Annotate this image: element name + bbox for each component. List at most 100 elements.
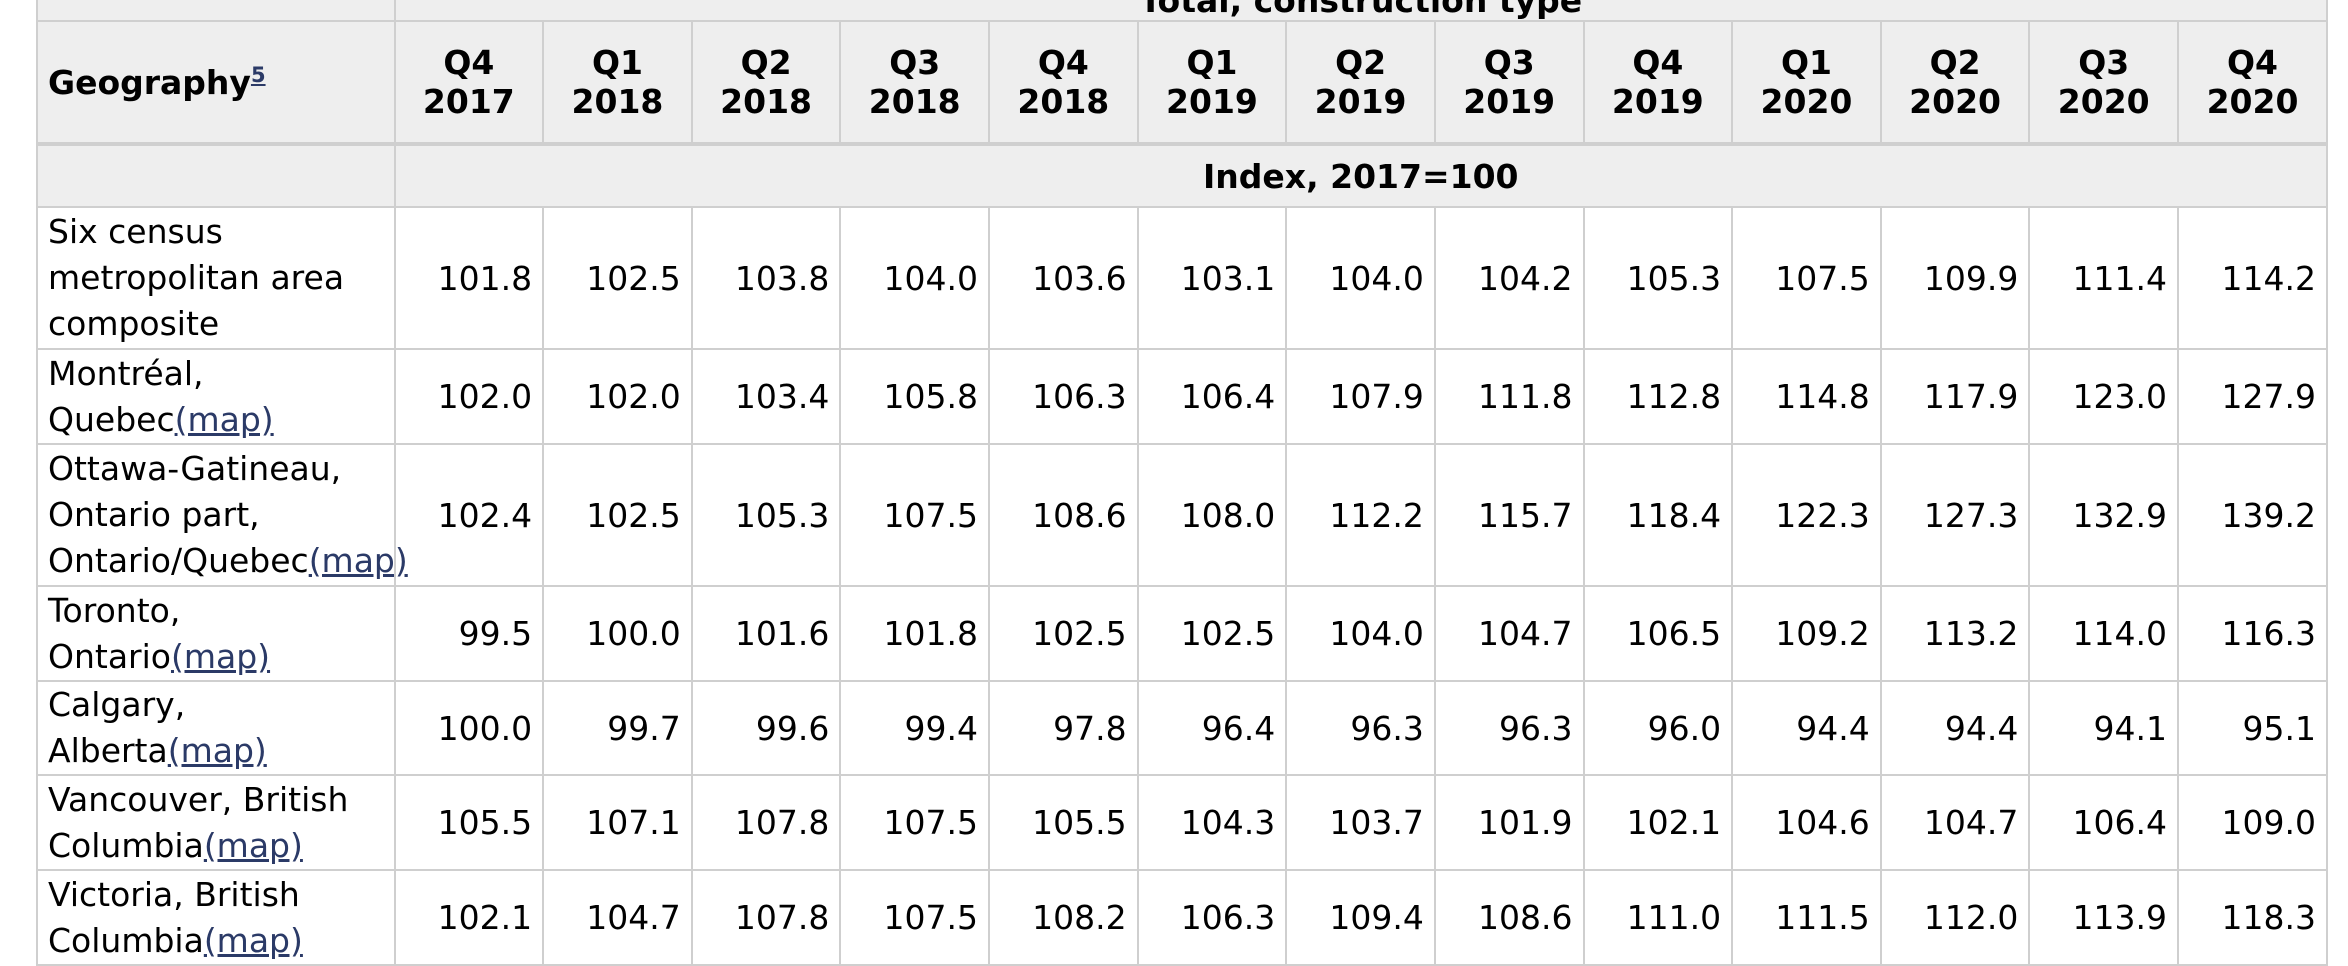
index-value-cell: 105.8: [839, 348, 991, 445]
index-value-cell: 103.4: [690, 348, 842, 445]
index-value-cell: 108.0: [1136, 443, 1288, 587]
index-value-cell: 104.7: [542, 869, 693, 966]
map-link[interactable]: (map): [203, 825, 303, 865]
quarter-header: Q2 2018: [690, 20, 842, 146]
index-value-cell: 111.4: [2028, 206, 2180, 350]
map-link[interactable]: (map): [203, 920, 303, 960]
geography-name: Montréal, Quebec: [48, 353, 204, 439]
group-header-row: Total, construction type: [36, 0, 2329, 22]
index-value-cell: 139.2: [2177, 443, 2328, 587]
index-value-cell: 105.3: [690, 443, 842, 587]
index-value-cell: 99.4: [839, 680, 991, 776]
index-value-cell: 127.3: [1879, 443, 2031, 587]
index-value-cell: 108.6: [1433, 869, 1585, 966]
index-value-cell: 115.7: [1433, 443, 1585, 587]
geography-cell: Ottawa-Gatineau, Ontario part, Ontario/Q…: [36, 443, 408, 587]
unit-row-blank: [36, 143, 396, 208]
index-value-cell: 96.3: [1433, 680, 1585, 776]
index-value-cell: 113.2: [1879, 585, 2031, 682]
index-value-cell: 107.9: [1285, 348, 1436, 445]
index-value-cell: 103.7: [1285, 774, 1436, 871]
table-row: Ottawa-Gatineau, Ontario part, Ontario/Q…: [36, 443, 2328, 587]
quarter-header: Q3 2019: [1433, 20, 1585, 146]
index-value-cell: 109.9: [1879, 206, 2031, 350]
footnote-link[interactable]: 5: [250, 62, 266, 87]
quarter-header: Q4 2020: [2177, 20, 2328, 146]
index-value-cell: 94.4: [1879, 680, 2031, 776]
quarter-header: Q3 2020: [2028, 20, 2180, 146]
table-row: Calgary, Alberta(map) 100.0 99.7 99.6 99.4 97…: [36, 680, 2328, 776]
index-value-cell: 99.5: [393, 585, 545, 682]
index-value-cell: 132.9: [2028, 443, 2180, 587]
index-value-cell: 111.0: [1582, 869, 1734, 966]
map-link[interactable]: (map): [170, 636, 271, 676]
index-value-cell: 108.6: [988, 443, 1139, 587]
index-value-cell: 112.8: [1582, 348, 1734, 445]
index-value-cell: 104.0: [1285, 585, 1436, 682]
index-value-cell: 112.2: [1285, 443, 1436, 587]
quarter-header: Q2 2020: [1879, 20, 2031, 146]
table-row: Six census metropolitan area composite 10…: [36, 206, 2328, 350]
index-value-cell: 99.7: [542, 680, 693, 776]
table-row: Toronto, Ontario(map) 99.5 100.0 101.6 101.8…: [36, 585, 2328, 682]
geography-header-label: Geography: [48, 62, 251, 102]
index-value-cell: 113.9: [2028, 869, 2180, 966]
index-value-cell: 105.3: [1582, 206, 1734, 350]
index-value-cell: 102.0: [542, 348, 693, 445]
index-value-cell: 104.7: [1433, 585, 1585, 682]
construction-type-header: Total, construction type: [393, 0, 2329, 22]
quarter-header: Q4 2019: [1582, 20, 1734, 146]
index-value-cell: 103.1: [1136, 206, 1288, 350]
footnote-marker: 5: [251, 63, 266, 87]
geography-header: Geography5: [36, 20, 396, 146]
index-value-cell: 111.5: [1731, 869, 1882, 966]
index-value-cell: 118.4: [1582, 443, 1734, 587]
quarter-header: Q3 2018: [839, 20, 991, 146]
map-link[interactable]: (map): [308, 541, 408, 580]
index-value-cell: 106.4: [2028, 774, 2180, 871]
geography-name: Vancouver, British Columbia: [48, 779, 349, 865]
index-value-cell: 104.2: [1433, 206, 1585, 350]
index-value-cell: 102.1: [393, 869, 545, 966]
index-value-cell: 107.5: [1731, 206, 1882, 350]
price-index-table: Total, construction type Geography5 Q4 2…: [36, 0, 2329, 966]
quarter-header: Q1 2019: [1136, 20, 1288, 146]
map-link[interactable]: (map): [167, 731, 267, 770]
quarter-header: Q2 2019: [1285, 20, 1436, 146]
index-value-cell: 102.4: [393, 443, 545, 587]
quarter-header: Q1 2020: [1731, 20, 1882, 146]
table-body: Six census metropolitan area composite 10…: [36, 206, 2328, 966]
index-value-cell: 95.1: [2177, 680, 2328, 776]
index-value-cell: 108.2: [988, 869, 1139, 966]
index-value-cell: 104.0: [1285, 206, 1436, 350]
index-value-cell: 106.5: [1582, 585, 1734, 682]
quarter-header: Q4 2018: [988, 20, 1139, 146]
table-row: Victoria, British Columbia(map) 102.1 104.…: [36, 869, 2328, 966]
index-value-cell: 112.0: [1879, 869, 2031, 966]
index-value-cell: 123.0: [2028, 348, 2180, 445]
quarter-header-row: Geography5 Q4 2017 Q1 2018 Q2 2018 Q3 2018 Q…: [36, 20, 2328, 146]
index-value-cell: 118.3: [2177, 869, 2328, 966]
map-link[interactable]: (map): [174, 399, 274, 439]
index-value-cell: 103.6: [988, 206, 1139, 350]
index-value-cell: 101.8: [393, 206, 545, 350]
unit-row: Index, 2017=100: [36, 143, 2329, 208]
index-value-cell: 97.8: [988, 680, 1139, 776]
index-value-cell: 104.0: [839, 206, 991, 350]
index-value-cell: 117.9: [1879, 348, 2031, 445]
group-header-blank: [36, 0, 396, 22]
index-value-cell: 127.9: [2177, 348, 2328, 445]
index-value-cell: 96.4: [1136, 680, 1288, 776]
index-value-cell: 96.3: [1285, 680, 1436, 776]
index-value-cell: 107.8: [690, 869, 842, 966]
index-value-cell: 94.1: [2028, 680, 2180, 776]
index-value-cell: 107.5: [839, 443, 991, 587]
index-value-cell: 102.5: [542, 443, 693, 587]
index-value-cell: 114.2: [2177, 206, 2328, 350]
index-value-cell: 116.3: [2177, 585, 2328, 682]
index-value-cell: 107.5: [839, 869, 991, 966]
table-row: Montréal, Quebec(map) 102.0 102.0 103.4 105.…: [36, 348, 2328, 445]
index-value-cell: 109.2: [1731, 585, 1882, 682]
index-value-cell: 99.6: [690, 680, 842, 776]
unit-label: Index, 2017=100: [393, 143, 2329, 208]
